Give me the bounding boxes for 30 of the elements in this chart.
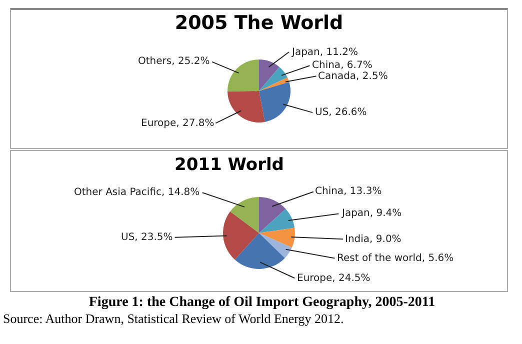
pie-slice — [259, 208, 295, 233]
slice-label: Japan, 9.4% — [341, 208, 402, 219]
pie-slice — [259, 233, 292, 258]
slice-label: Japan, 11.2% — [291, 47, 358, 58]
slice-label: Europe, 24.5% — [297, 273, 370, 284]
caption: Figure 1: the Change of Oil Import Geography, 2005-2011 — [88, 295, 436, 311]
slice-label: Others, 25.2% — [138, 56, 210, 67]
pie-slice — [259, 82, 290, 122]
slice-label: Europe, 27.8% — [141, 118, 214, 129]
pie-slice — [228, 60, 259, 92]
slice-label: India, 9.0% — [345, 234, 402, 245]
pie-slice — [259, 197, 286, 233]
pie-slice — [259, 66, 288, 91]
pie-slice — [223, 211, 259, 260]
slice-label: Canada, 2.5% — [318, 71, 388, 82]
slice-label: Other Asia Pacific, 14.8% — [74, 187, 200, 198]
slice-label: China, 6.7% — [312, 60, 372, 71]
chart-title: 2011 World — [174, 154, 284, 175]
pie-slice — [234, 233, 285, 269]
slice-label: US, 26.6% — [315, 107, 367, 118]
pie-slice — [230, 197, 259, 233]
pie-slice — [228, 91, 265, 122]
chart-title: 2005 The World — [174, 12, 344, 34]
pie-slice — [259, 228, 295, 248]
slice-label: Rest of the world, 5.6% — [337, 253, 454, 264]
source-note: Source: Author Drawn, Statistical Review of World Energy 2012. — [3, 311, 345, 327]
slice-label: US, 23.5% — [121, 232, 173, 243]
pie-slice — [259, 77, 290, 91]
slice-label: China, 13.3% — [315, 186, 382, 197]
pie-slice — [259, 60, 280, 91]
